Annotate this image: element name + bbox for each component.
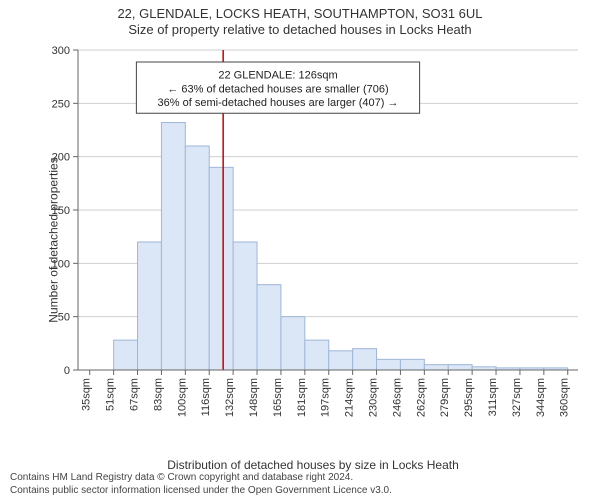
title-sub: Size of property relative to detached ho… (0, 22, 600, 37)
histogram-bar (185, 146, 209, 370)
x-tick-label: 230sqm (368, 378, 380, 417)
x-axis-label: Distribution of detached houses by size … (44, 458, 582, 472)
x-tick-label: 344sqm (535, 378, 547, 417)
y-tick-label: 0 (64, 365, 70, 377)
x-tick-label: 116sqm (200, 378, 212, 416)
histogram-bar (161, 123, 185, 370)
histogram-bar (257, 285, 281, 370)
x-tick-label: 327sqm (511, 378, 523, 417)
chart-area: Number of detached properties 0501001502… (44, 44, 582, 436)
x-tick-label: 100sqm (176, 378, 188, 417)
footer-line-2: Contains public sector information licen… (10, 485, 392, 498)
x-tick-label: 181sqm (296, 378, 308, 417)
y-tick-label: 150 (52, 205, 70, 217)
annotation-line: ← 63% of detached houses are smaller (70… (167, 83, 388, 95)
x-tick-label: 197sqm (320, 378, 332, 417)
footer-line-1: Contains HM Land Registry data © Crown c… (10, 472, 392, 485)
histogram-bar (209, 167, 233, 370)
x-tick-label: 132sqm (224, 378, 236, 417)
annotation-line: 36% of semi-detached houses are larger (… (158, 97, 399, 109)
x-tick-label: 214sqm (344, 378, 356, 417)
x-tick-label: 148sqm (248, 378, 260, 417)
y-tick-label: 100 (52, 258, 70, 270)
x-tick-label: 295sqm (463, 378, 475, 417)
histogram-bar (400, 359, 424, 370)
x-tick-label: 360sqm (559, 378, 571, 417)
histogram-bar (424, 365, 448, 370)
histogram-bar (353, 349, 377, 370)
histogram-bar (281, 317, 305, 370)
x-tick-label: 262sqm (415, 378, 427, 417)
histogram-bar (329, 351, 353, 370)
attribution-footer: Contains HM Land Registry data © Crown c… (10, 472, 392, 497)
x-tick-label: 83sqm (152, 378, 164, 411)
histogram-plot: 0 50 100 150 200 250 300 35sqm 51sqm 67sqm 83sqm 10… (44, 44, 582, 436)
histogram-bar (448, 365, 472, 370)
x-tick-label: 67sqm (129, 378, 141, 411)
title-block: 22, GLENDALE, LOCKS HEATH, SOUTHAMPTON, … (0, 0, 600, 37)
y-tick-label: 50 (58, 312, 70, 324)
histogram-bar (377, 359, 401, 370)
x-tick-label: 35sqm (81, 378, 93, 411)
histogram-bar (233, 242, 257, 370)
x-tick-label: 165sqm (272, 378, 284, 417)
histogram-bar (114, 340, 138, 370)
histogram-bar (138, 242, 162, 370)
y-tick-label: 300 (52, 45, 70, 57)
annotation-line: 22 GLENDALE: 126sqm (218, 70, 337, 82)
x-tick-label: 279sqm (439, 378, 451, 417)
y-tick-label: 200 (52, 152, 70, 164)
y-tick-label: 250 (52, 98, 70, 110)
title-main: 22, GLENDALE, LOCKS HEATH, SOUTHAMPTON, … (0, 6, 600, 21)
x-tick-label: 246sqm (391, 378, 403, 417)
chart-container: 22, GLENDALE, LOCKS HEATH, SOUTHAMPTON, … (0, 0, 600, 500)
x-tick-label: 51sqm (105, 378, 117, 411)
histogram-bar (305, 340, 329, 370)
x-tick-label: 311sqm (487, 378, 499, 416)
